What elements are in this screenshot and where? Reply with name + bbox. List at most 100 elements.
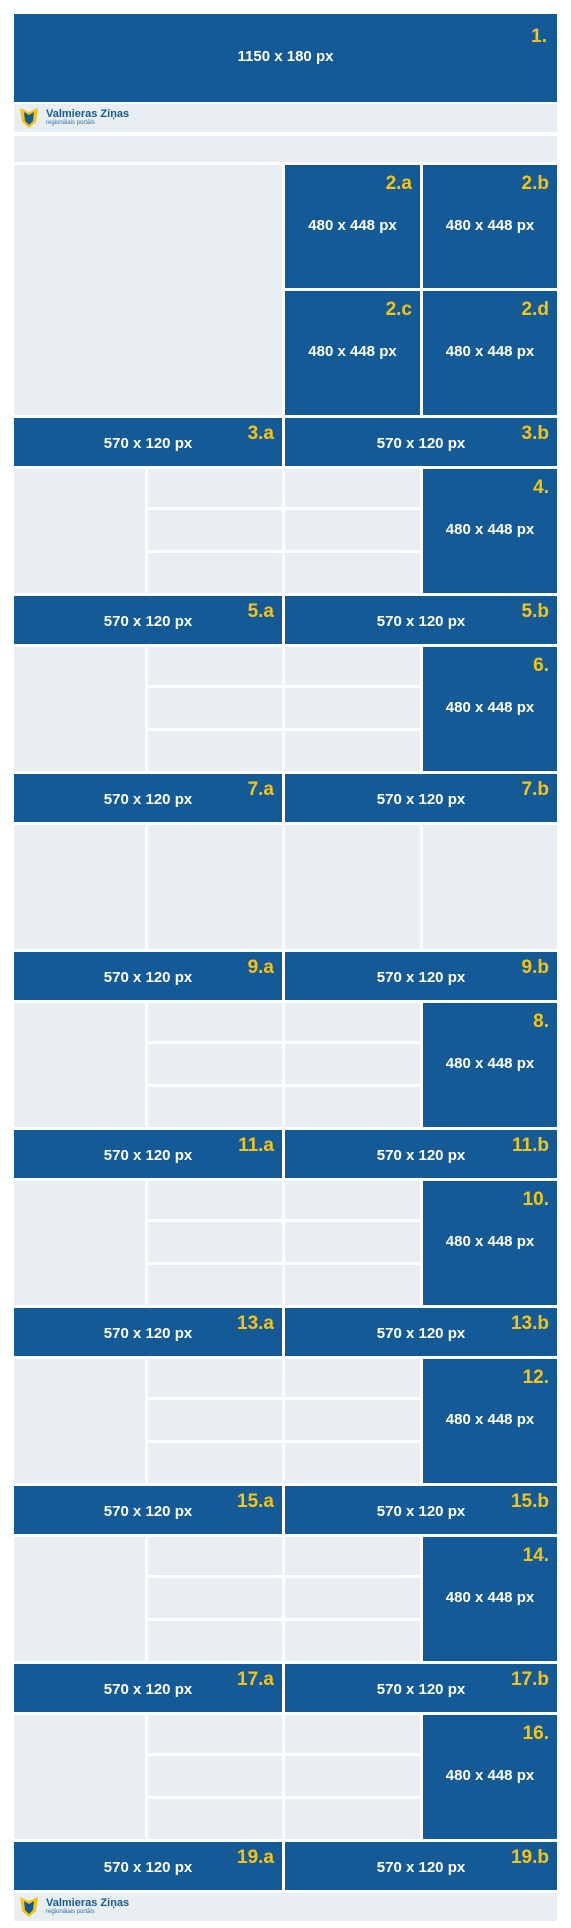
ad-size-label: 570 x 120 px bbox=[376, 1325, 466, 1342]
ad-slot-5b[interactable]: 570 x 120 px 5.b bbox=[285, 596, 557, 644]
ad-slot-2c[interactable]: 2.c 480 x 448 px bbox=[285, 291, 420, 415]
ad-slot-3b[interactable]: 570 x 120 px 3.b bbox=[285, 418, 557, 466]
content-cell bbox=[285, 1621, 420, 1661]
ad-slot-19a[interactable]: 570 x 120 px 19.a bbox=[14, 1842, 282, 1890]
content-cell bbox=[148, 1359, 282, 1397]
content-cell bbox=[285, 688, 420, 728]
content-cell bbox=[285, 825, 420, 949]
ad-number-label: 19.a bbox=[237, 1847, 274, 1868]
content-cell bbox=[148, 469, 282, 507]
ad-size-label: 480 x 448 px bbox=[445, 521, 535, 538]
content-cell bbox=[148, 825, 282, 949]
ad-size-label: 480 x 448 px bbox=[445, 1411, 535, 1428]
ad-size-label: 1150 x 180 px bbox=[237, 48, 334, 65]
content-cell bbox=[285, 553, 420, 593]
ad-slot-16[interactable]: 16. 480 x 448 px bbox=[423, 1715, 557, 1839]
ad-number-label: 2.d bbox=[521, 299, 549, 320]
logo-bar: Valmieras Ziņas reģionālais portāls bbox=[14, 104, 557, 132]
ad-size-label: 570 x 120 px bbox=[103, 791, 193, 808]
ad-slot-2d[interactable]: 2.d 480 x 448 px bbox=[423, 291, 557, 415]
ad-number-label: 12. bbox=[522, 1367, 549, 1388]
ad-number-label: 9.a bbox=[247, 957, 274, 978]
ad-size-label: 570 x 120 px bbox=[103, 969, 193, 986]
ad-number-label: 3.b bbox=[521, 423, 549, 444]
ad-size-label: 480 x 448 px bbox=[445, 343, 535, 360]
ad-number-label: 19.b bbox=[510, 1847, 549, 1868]
content-cell bbox=[148, 1578, 282, 1618]
ad-size-label: 480 x 448 px bbox=[445, 699, 535, 716]
content-cell bbox=[14, 1537, 145, 1661]
content-cell bbox=[148, 553, 282, 593]
logo-shield-icon bbox=[20, 108, 38, 128]
ad-slot-15b[interactable]: 570 x 120 px 15.b bbox=[285, 1486, 557, 1534]
ad-slot-7b[interactable]: 570 x 120 px 7.b bbox=[285, 774, 557, 822]
ad-size-label: 480 x 448 px bbox=[308, 343, 397, 360]
ad-slot-9b[interactable]: 570 x 120 px 9.b bbox=[285, 952, 557, 1000]
ad-number-label: 11.a bbox=[238, 1135, 274, 1156]
ad-size-label: 570 x 120 px bbox=[376, 613, 466, 630]
ad-number-label: 14. bbox=[522, 1545, 549, 1566]
content-cell bbox=[285, 510, 420, 550]
content-cell bbox=[148, 1400, 282, 1440]
ad-size-label: 570 x 120 px bbox=[103, 1147, 193, 1164]
content-cell bbox=[148, 1537, 282, 1575]
ad-slot-5a[interactable]: 570 x 120 px 5.a bbox=[14, 596, 282, 644]
content-cell bbox=[285, 1044, 420, 1084]
content-cell bbox=[285, 1265, 420, 1305]
ad-slot-13a[interactable]: 570 x 120 px 13.a bbox=[14, 1308, 282, 1356]
ad-size-label: 480 x 448 px bbox=[445, 1233, 535, 1250]
content-area bbox=[14, 165, 282, 415]
content-cell bbox=[285, 1003, 420, 1041]
ad-number-label: 6. bbox=[533, 655, 549, 676]
ad-slot-2a[interactable]: 2.a 480 x 448 px bbox=[285, 165, 420, 288]
ad-number-label: 15.b bbox=[510, 1491, 549, 1512]
ad-number-label: 1. bbox=[531, 26, 547, 47]
ad-number-label: 9.b bbox=[521, 957, 549, 978]
logo-tagline: reģionālais portāls bbox=[46, 1909, 95, 1915]
ad-size-label: 570 x 120 px bbox=[103, 1859, 193, 1876]
ad-number-label: 7.b bbox=[521, 779, 549, 800]
ad-slot-8[interactable]: 8. 480 x 448 px bbox=[423, 1003, 557, 1127]
ad-slot-11a[interactable]: 570 x 120 px 11.a bbox=[14, 1130, 282, 1178]
ad-size-label: 480 x 448 px bbox=[308, 217, 397, 234]
ad-number-label: 2.a bbox=[385, 173, 412, 194]
ad-slot-17b[interactable]: 570 x 120 px 17.b bbox=[285, 1664, 557, 1712]
ad-number-label: 3.a bbox=[247, 423, 274, 444]
content-cell bbox=[148, 1443, 282, 1483]
ad-slot-11b[interactable]: 570 x 120 px 11.b bbox=[285, 1130, 557, 1178]
content-cell bbox=[148, 731, 282, 771]
content-cell bbox=[148, 1756, 282, 1796]
ad-slot-13b[interactable]: 570 x 120 px 13.b bbox=[285, 1308, 557, 1356]
ad-number-label: 4. bbox=[533, 477, 549, 498]
ad-slot-17a[interactable]: 570 x 120 px 17.a bbox=[14, 1664, 282, 1712]
ad-size-label: 570 x 120 px bbox=[376, 1859, 466, 1876]
ad-slot-6[interactable]: 6. 480 x 448 px bbox=[423, 647, 557, 771]
ad-size-label: 570 x 120 px bbox=[103, 1681, 193, 1698]
content-cell bbox=[148, 1044, 282, 1084]
content-cell bbox=[148, 1181, 282, 1219]
content-cell bbox=[148, 647, 282, 685]
ad-slot-14[interactable]: 14. 480 x 448 px bbox=[423, 1537, 557, 1661]
ad-slot-3a[interactable]: 570 x 120 px 3.a bbox=[14, 418, 282, 466]
content-cell bbox=[285, 1799, 420, 1839]
ad-number-label: 17.b bbox=[510, 1669, 549, 1690]
content-cell bbox=[285, 1443, 420, 1483]
ad-slot-12[interactable]: 12. 480 x 448 px bbox=[423, 1359, 557, 1483]
ad-slot-15a[interactable]: 570 x 120 px 15.a bbox=[14, 1486, 282, 1534]
ad-size-label: 570 x 120 px bbox=[376, 969, 466, 986]
ad-slot-9a[interactable]: 570 x 120 px 9.a bbox=[14, 952, 282, 1000]
ad-number-label: 15.a bbox=[237, 1491, 274, 1512]
content-cell bbox=[285, 1537, 420, 1575]
footer-logo-bar: Valmieras Ziņas reģionālais portāls bbox=[14, 1893, 557, 1921]
content-cell bbox=[14, 1359, 145, 1483]
content-cell bbox=[285, 469, 420, 507]
ad-slot-1[interactable]: 1150 x 180 px 1. bbox=[14, 14, 557, 102]
ad-slot-7a[interactable]: 570 x 120 px 7.a bbox=[14, 774, 282, 822]
ad-slot-4[interactable]: 4. 480 x 448 px bbox=[423, 469, 557, 593]
ad-slot-10[interactable]: 10. 480 x 448 px bbox=[423, 1181, 557, 1305]
ad-slot-19b[interactable]: 570 x 120 px 19.b bbox=[285, 1842, 557, 1890]
content-cell bbox=[285, 1087, 420, 1127]
content-cell bbox=[285, 1222, 420, 1262]
ad-size-label: 480 x 448 px bbox=[445, 1767, 535, 1784]
ad-slot-2b[interactable]: 2.b 480 x 448 px bbox=[423, 165, 557, 288]
